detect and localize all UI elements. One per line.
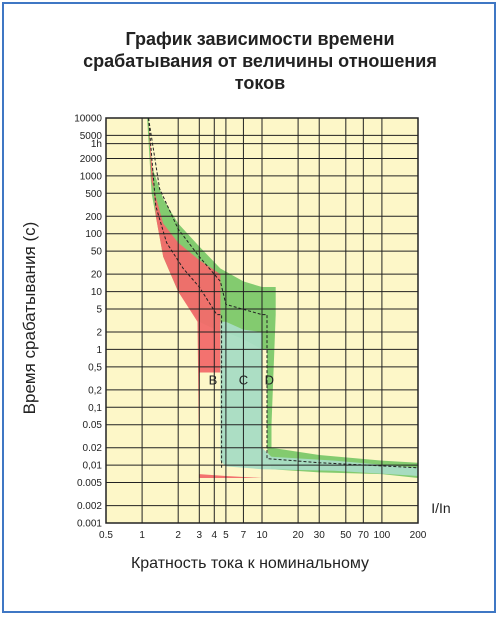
x-axis-label: Кратность тока к номинальному [130, 555, 370, 572]
y-tick-label: 0.001 [77, 519, 102, 530]
y-tick-label: 10 [91, 287, 103, 298]
y-tick-label: 1000 [80, 171, 103, 182]
x-tick-label: 10 [256, 530, 268, 541]
zone-label-c: C [239, 372, 248, 387]
zone-label-b: B [209, 372, 218, 387]
y-tick-label: 20 [91, 270, 103, 281]
chart-title: График зависимости времени срабатывания … [60, 28, 460, 94]
y-tick-label: 0,5 [88, 362, 102, 373]
x-tick-label: 200 [410, 530, 427, 541]
x-tick-label: 3 [197, 530, 203, 541]
y-tick-label: 500 [85, 189, 102, 200]
x-tick-label: 0.5 [99, 530, 113, 541]
y-tick-label: 0,01 [83, 461, 103, 472]
title-line-3: токов [234, 73, 286, 93]
x-tick-label: 100 [374, 530, 391, 541]
x-tick-label: 1 [139, 530, 145, 541]
y-tick-label: 0,2 [88, 385, 102, 396]
zone-b [148, 118, 262, 478]
y-tick-label: 0.05 [83, 420, 103, 431]
y-tick-label: 100 [85, 229, 102, 240]
x-tick-label: 70 [358, 530, 370, 541]
plot-border [105, 117, 419, 524]
x-unit-label: I/In [431, 500, 450, 516]
x-tick-label: 20 [293, 530, 305, 541]
y-tick-label: 0.02 [83, 443, 103, 454]
y-tick-label: 0.002 [77, 501, 102, 512]
x-tick-label: 30 [314, 530, 326, 541]
y-tick-label: 10000 [74, 114, 102, 125]
y-tick-label: 5000 [80, 131, 103, 142]
y-tick-label: 1 [96, 345, 102, 356]
y-tick-label: 0,1 [88, 403, 102, 414]
x-tick-label: 4 [212, 530, 218, 541]
y-tick-label: 1h [91, 139, 102, 150]
y-tick-label: 50 [91, 247, 103, 258]
x-tick-label: 50 [340, 530, 352, 541]
zone-c [220, 321, 418, 476]
x-tick-label: 2 [175, 530, 181, 541]
y-tick-label: 2 [96, 328, 102, 339]
zone-label-d: D [265, 372, 274, 387]
title-line-2: срабатывания от величины отношения [83, 51, 437, 71]
y-tick-label: 0.005 [77, 478, 102, 489]
y-tick-label: 2000 [80, 154, 103, 165]
x-tick-label: 5 [223, 530, 229, 541]
x-tick-label: 7 [241, 530, 247, 541]
y-tick-label: 200 [85, 212, 102, 223]
y-tick-label: 5 [96, 304, 102, 315]
dashed-curve-c-mid [148, 117, 419, 469]
title-line-1: График зависимости времени [125, 29, 395, 49]
